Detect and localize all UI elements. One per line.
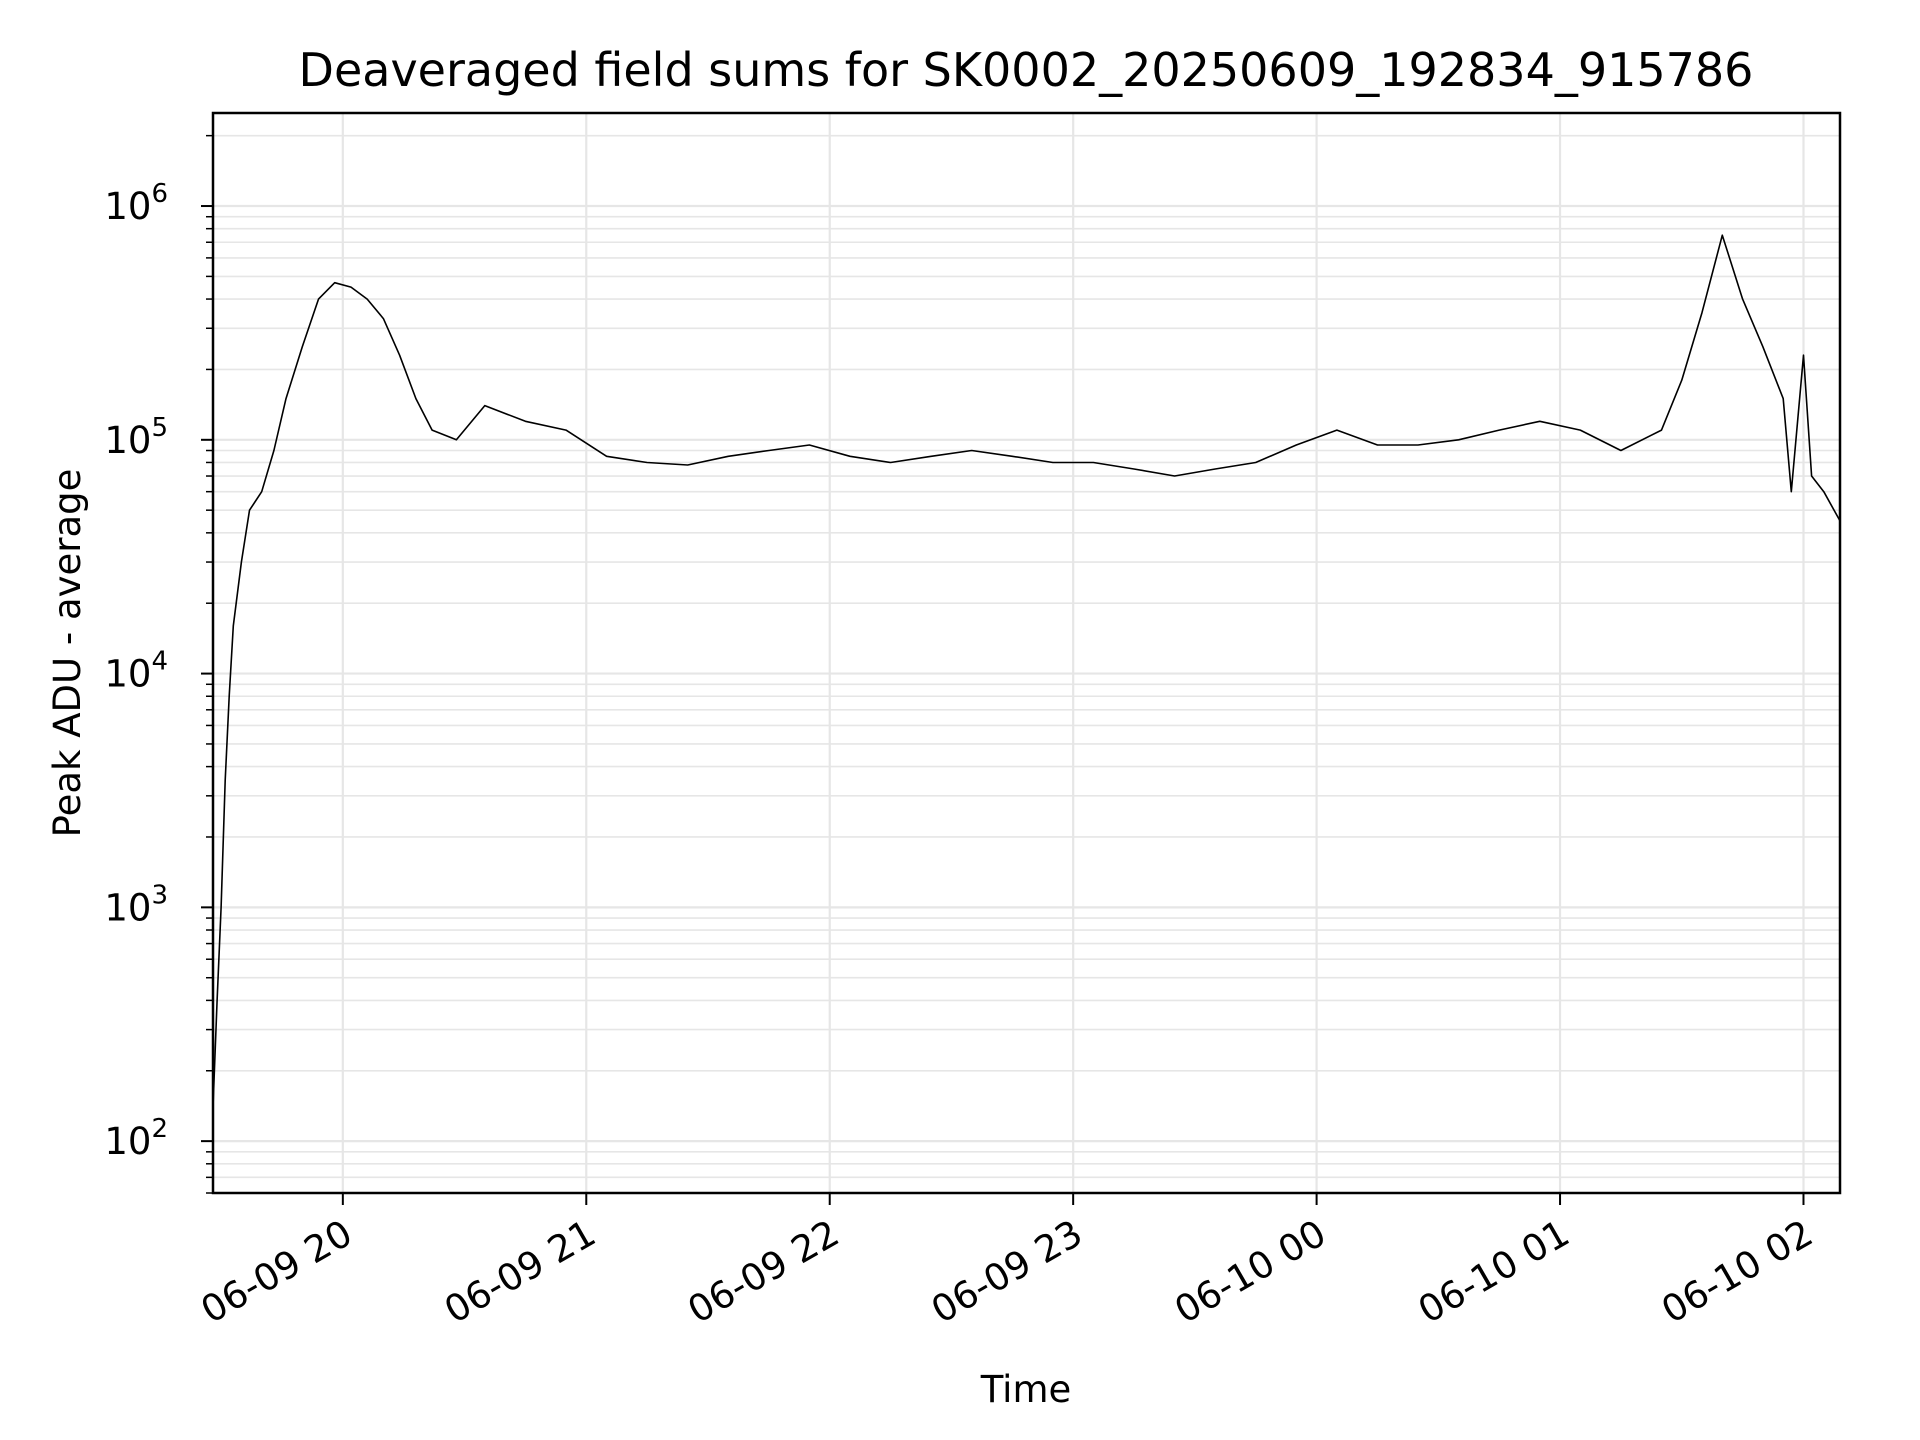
y-tick-label: 106 [104, 179, 168, 228]
y-axis: 102 103 104 105 106 [104, 134, 213, 1194]
plot-frame [211, 111, 1842, 1195]
y-tick-label: 103 [104, 880, 168, 929]
y-tick-label: 102 [104, 1114, 168, 1163]
y-tick-label: 104 [104, 647, 168, 696]
series-layer [212, 234, 1841, 1108]
grid [213, 113, 1840, 1194]
y-axis-label: Peak ADU - average [46, 469, 89, 838]
chart-title: Deaveraged field sums for SK0002_2025060… [299, 43, 1754, 97]
y-tick-label: 105 [104, 413, 168, 462]
x-axis-label: Time [980, 1368, 1072, 1411]
series-line-0 [212, 234, 1841, 1108]
